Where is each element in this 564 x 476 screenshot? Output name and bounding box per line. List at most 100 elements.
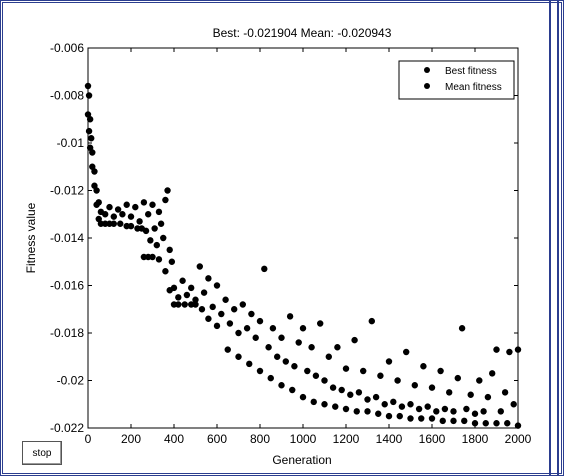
mean-fitness-point	[360, 367, 367, 375]
mean-fitness-point	[132, 203, 139, 211]
mean-fitness-point	[88, 135, 95, 142]
legend-entry: Mean fitness	[445, 82, 502, 93]
x-tick-label: 600	[207, 432, 227, 446]
best-fitness-point	[514, 422, 522, 429]
mean-fitness-point	[415, 405, 423, 413]
mean-fitness-point	[269, 325, 277, 332]
mean-fitness-point	[433, 408, 440, 415]
stop-button[interactable]: stop	[22, 441, 62, 465]
best-fitness-point	[428, 415, 436, 422]
mean-fitness-point	[123, 201, 130, 208]
mean-fitness-point	[86, 116, 94, 123]
mean-fitness-point	[493, 346, 500, 353]
x-tick-label: 0	[85, 432, 92, 446]
best-fitness-point	[364, 408, 371, 415]
mean-fitness-point	[218, 310, 225, 318]
mean-fitness-point	[170, 284, 178, 292]
mean-fitness-point	[168, 258, 176, 265]
mean-fitness-point	[385, 358, 393, 365]
mean-fitness-point	[308, 344, 315, 351]
best-fitness-point	[235, 353, 242, 360]
best-fitness-point	[85, 127, 93, 135]
mean-fitness-point	[403, 348, 410, 356]
mean-fitness-point	[351, 336, 358, 344]
mean-fitness-point	[398, 403, 406, 410]
y-tick-label: -0.018	[50, 326, 84, 340]
mean-fitness-point	[390, 398, 397, 406]
best-fitness-point	[278, 382, 285, 389]
best-fitness-point	[504, 420, 511, 427]
mean-fitness-point	[347, 391, 354, 398]
mean-fitness-point	[471, 410, 479, 417]
best-fitness-point	[149, 253, 156, 261]
y-tick-label: -0.006	[50, 41, 84, 55]
best-fitness-point	[175, 301, 182, 308]
x-tick-label: 1600	[419, 432, 446, 446]
x-tick-label: 1400	[376, 432, 403, 446]
mean-fitness-point	[372, 393, 380, 401]
mean-fitness-point	[226, 320, 234, 327]
mean-fitness-point	[317, 320, 324, 327]
mean-fitness-point	[175, 294, 182, 301]
chart-title: Best: -0.021904 Mean: -0.020943	[213, 26, 392, 40]
legend-box	[398, 60, 515, 100]
mean-fitness-point	[355, 389, 363, 396]
mean-fitness-point	[458, 325, 466, 332]
best-fitness-point	[224, 346, 231, 353]
y-tick-label: -0.012	[50, 184, 84, 198]
mean-fitness-point	[514, 346, 522, 353]
mean-fitness-point	[467, 391, 474, 398]
legend-marker	[424, 67, 430, 73]
mean-fitness-point	[188, 284, 195, 292]
mean-fitness-point	[489, 370, 496, 377]
mean-fitness-point	[321, 377, 328, 384]
mean-fitness-point	[261, 265, 268, 273]
mean-fitness-point	[501, 389, 509, 396]
mean-fitness-point	[484, 393, 492, 401]
y-axis-label: Fitness value	[24, 202, 38, 273]
mean-fitness-point	[394, 377, 401, 384]
best-fitness-point	[332, 403, 339, 410]
best-fitness-point	[289, 386, 296, 394]
mean-fitness-point	[291, 363, 298, 370]
legend-marker	[424, 83, 430, 89]
best-fitness-point	[375, 410, 382, 417]
mean-fitness-point	[160, 234, 167, 242]
best-fitness-point	[439, 417, 446, 425]
y-tick-label: -0.014	[50, 231, 84, 245]
best-fitness-point	[117, 220, 124, 227]
mean-fitness-point	[243, 325, 251, 332]
y-tick-label: -0.008	[50, 89, 84, 103]
y-tick-label: -0.01	[57, 136, 85, 150]
mean-fitness-point	[209, 303, 216, 311]
mean-fitness-point	[282, 358, 289, 365]
best-fitness-point	[353, 408, 360, 415]
best-fitness-point	[256, 367, 264, 375]
x-tick-label: 200	[121, 432, 141, 446]
mean-fitness-point	[239, 301, 246, 308]
x-tick-label: 1800	[462, 432, 489, 446]
mean-fitness-point	[454, 374, 461, 382]
mean-fitness-point	[381, 401, 388, 408]
best-fitness-point	[267, 374, 274, 382]
mean-fitness-point	[166, 246, 173, 254]
mean-fitness-point	[192, 296, 199, 303]
mean-fitness-point	[463, 405, 470, 413]
mean-fitness-point	[183, 291, 191, 299]
mean-fitness-point	[329, 384, 337, 391]
mean-fitness-point	[140, 199, 148, 206]
best-fitness-point	[127, 222, 135, 230]
mean-fitness-point	[411, 382, 418, 389]
best-fitness-point	[198, 306, 206, 313]
x-tick-label: 400	[164, 432, 184, 446]
mean-fitness-point	[256, 317, 264, 325]
mean-fitness-point	[145, 211, 152, 218]
mean-fitness-point	[147, 237, 154, 244]
best-fitness-point	[110, 220, 118, 227]
mean-fitness-point	[84, 82, 92, 90]
plot-area: 0 200 400 600 800 1000 1200 1400 1600 1800 2000 -0.…	[50, 41, 532, 446]
x-tick-label: 1000	[290, 432, 317, 446]
mean-fitness-point	[334, 344, 341, 351]
mean-fitness-point	[102, 211, 109, 218]
